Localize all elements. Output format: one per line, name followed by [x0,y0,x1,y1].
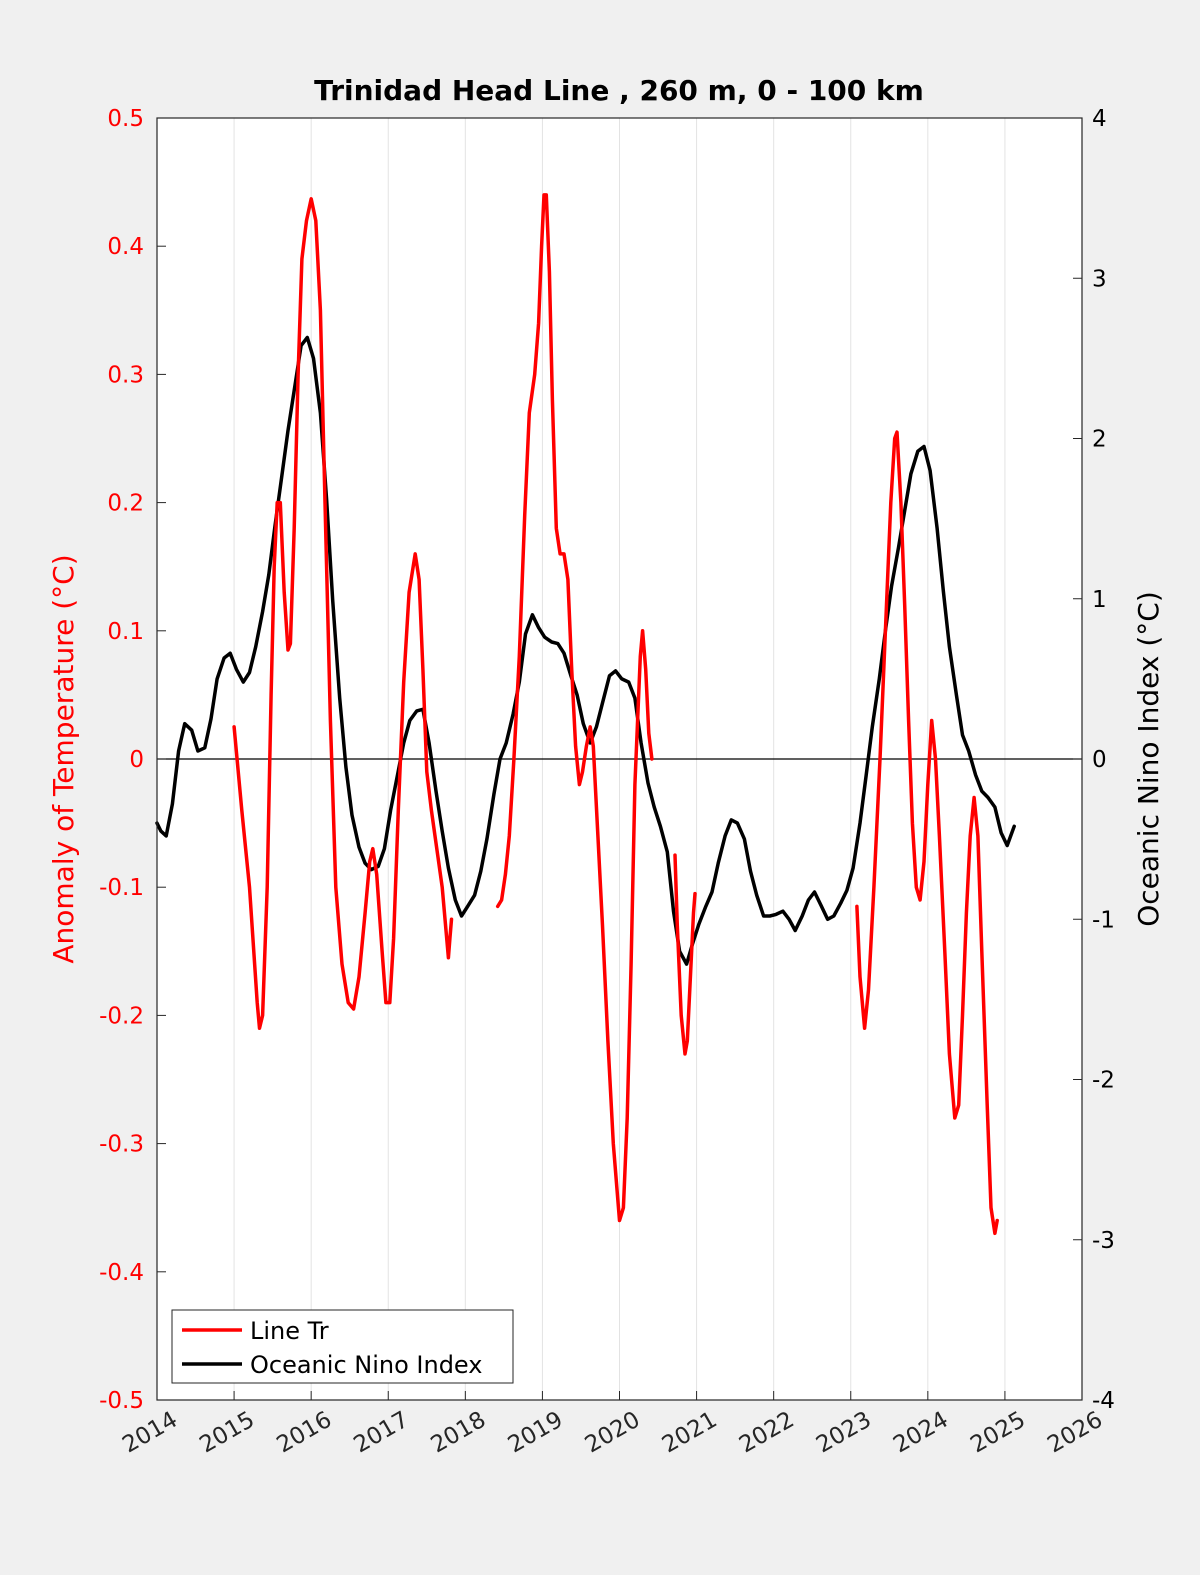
x-axis-ticks: 2014 2015 2016 2017 2018 2019 2020 2021 2022 2023… [118,1391,1107,1458]
x-tick-label: 2026 [1043,1407,1107,1459]
right-tick-label: 4 [1092,106,1107,132]
left-tick-label: 0.4 [107,234,144,260]
x-tick-label: 2024 [889,1407,953,1459]
x-tick-label: 2015 [195,1407,259,1459]
x-tick-label: 2022 [735,1407,799,1459]
x-tick-label: 2018 [427,1407,491,1459]
chart-title: Trinidad Head Line , 260 m, 0 - 100 km [314,74,924,107]
left-tick-label: 0.5 [107,106,144,132]
left-tick-label: 0.3 [107,362,144,388]
series-line-line-tr [673,853,697,1056]
series-line-line-tr [232,197,454,1030]
left-tick-label: -0.1 [99,875,144,901]
right-tick-label: -4 [1092,1388,1115,1414]
right-tick-label: -1 [1092,907,1115,933]
left-tick-label: -0.5 [99,1388,144,1414]
right-tick-label: 3 [1092,266,1107,292]
right-tick-label: 2 [1092,427,1107,453]
series-line-line-tr [855,430,999,1236]
left-axis-ticks: -0.5 -0.4 -0.3 -0.2 -0.1 0 0.1 0.2 0.3 0.4 0.5 [99,106,166,1414]
x-tick-label: 2021 [658,1407,722,1459]
right-tick-label: -3 [1092,1228,1115,1254]
x-tick-label: 2016 [272,1407,336,1459]
left-tick-label: 0.2 [107,491,144,517]
left-tick-label: -0.3 [99,1132,144,1158]
legend-box [171,1309,514,1384]
right-axis-label: Oceanic Nino Index (°C) [1132,591,1165,927]
right-tick-label: -2 [1092,1068,1115,1094]
legend-label-oceanic-nino-index: Oceanic Nino Index [250,1351,482,1379]
left-tick-label: -0.4 [99,1260,144,1286]
x-tick-label: 2025 [966,1407,1030,1459]
x-tick-label: 2023 [812,1407,876,1459]
x-tick-label: 2019 [504,1407,568,1459]
left-tick-label: -0.2 [99,1003,144,1029]
x-tick-label: 2014 [118,1407,182,1459]
left-axis-label: Anomaly of Temperature (°C) [47,554,80,963]
series-layer [155,193,1016,1236]
series-line-line-tr [495,193,654,1223]
left-tick-label: 0.1 [107,619,144,645]
legend: Line Tr Oceanic Nino Index [171,1309,514,1384]
x-tick-label: 2017 [350,1407,414,1459]
right-axis-ticks: -4 -3 -2 -1 0 1 2 3 4 [1073,106,1115,1414]
right-tick-label: 0 [1092,747,1107,773]
legend-label-line-tr: Line Tr [250,1317,329,1345]
x-tick-label: 2020 [581,1407,645,1459]
right-tick-label: 1 [1092,587,1107,613]
left-tick-label: 0 [129,747,144,773]
